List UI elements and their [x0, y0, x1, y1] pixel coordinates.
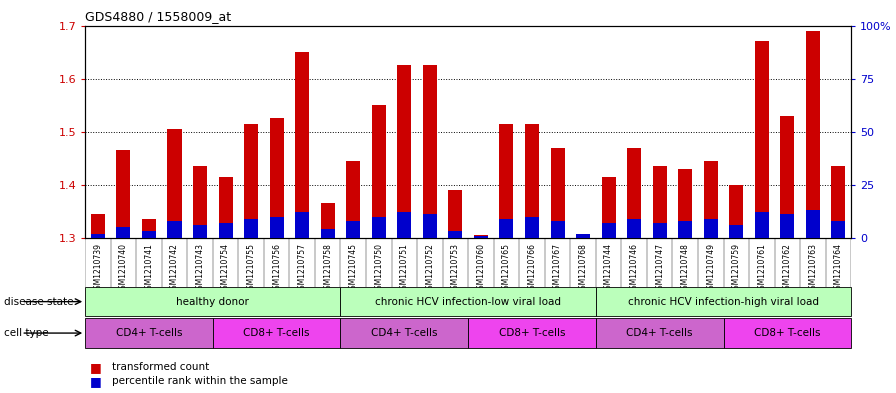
Text: CD4+ T-cells: CD4+ T-cells — [371, 328, 437, 338]
Bar — [346, 221, 360, 238]
Bar — [831, 166, 846, 238]
Bar — [627, 219, 642, 238]
Bar — [90, 233, 105, 238]
Bar — [754, 212, 769, 238]
Text: chronic HCV infection-low viral load: chronic HCV infection-low viral load — [375, 297, 561, 307]
Bar — [193, 166, 207, 238]
Text: CD4+ T-cells: CD4+ T-cells — [626, 328, 693, 338]
Bar — [703, 219, 718, 238]
Bar — [142, 231, 156, 238]
Bar — [525, 217, 539, 238]
Bar — [90, 214, 105, 238]
Bar — [703, 161, 718, 238]
Bar — [372, 105, 386, 238]
Bar — [576, 233, 590, 238]
Bar — [448, 231, 462, 238]
Bar — [499, 219, 513, 238]
Text: disease state: disease state — [4, 297, 74, 307]
Text: cell type: cell type — [4, 328, 49, 338]
Text: ■: ■ — [90, 375, 101, 388]
Text: CD8+ T-cells: CD8+ T-cells — [499, 328, 565, 338]
Bar — [724, 318, 851, 348]
Bar — [85, 287, 340, 316]
Bar — [270, 118, 284, 238]
Bar — [116, 227, 131, 238]
Bar — [448, 190, 462, 238]
Bar — [678, 221, 693, 238]
Text: healthy donor: healthy donor — [177, 297, 249, 307]
Bar — [116, 150, 131, 238]
Bar — [397, 65, 411, 238]
Bar — [474, 235, 488, 238]
Bar — [550, 221, 564, 238]
Bar — [270, 217, 284, 238]
Bar — [729, 225, 744, 238]
Text: CD8+ T-cells: CD8+ T-cells — [244, 328, 310, 338]
Bar — [596, 287, 851, 316]
Bar — [346, 161, 360, 238]
Bar — [213, 318, 340, 348]
Bar — [601, 177, 616, 238]
Bar — [780, 116, 795, 238]
Text: transformed count: transformed count — [112, 362, 210, 373]
Bar — [372, 217, 386, 238]
Bar — [244, 219, 258, 238]
Bar — [168, 129, 182, 238]
Bar — [295, 212, 309, 238]
Bar — [219, 223, 233, 238]
Bar — [806, 31, 820, 238]
Text: ■: ■ — [90, 361, 101, 374]
Bar — [652, 166, 667, 238]
Bar — [168, 221, 182, 238]
Bar — [806, 210, 820, 238]
Bar — [193, 225, 207, 238]
Bar — [525, 124, 539, 238]
Bar — [340, 287, 596, 316]
Bar — [397, 212, 411, 238]
Bar — [596, 318, 723, 348]
Text: chronic HCV infection-high viral load: chronic HCV infection-high viral load — [628, 297, 819, 307]
Text: CD8+ T-cells: CD8+ T-cells — [754, 328, 821, 338]
Bar — [627, 148, 642, 238]
Bar — [321, 229, 335, 238]
Bar — [321, 203, 335, 238]
Bar — [474, 236, 488, 238]
Bar — [219, 177, 233, 238]
Bar — [678, 169, 693, 238]
Bar — [831, 221, 846, 238]
Bar — [729, 185, 744, 238]
Bar — [469, 318, 596, 348]
Bar — [340, 318, 468, 348]
Bar — [85, 318, 213, 348]
Text: GDS4880 / 1558009_at: GDS4880 / 1558009_at — [85, 10, 231, 23]
Bar — [244, 124, 258, 238]
Bar — [295, 52, 309, 238]
Text: CD4+ T-cells: CD4+ T-cells — [116, 328, 182, 338]
Bar — [423, 65, 437, 238]
Bar — [423, 215, 437, 238]
Bar — [780, 215, 795, 238]
Bar — [601, 223, 616, 238]
Bar — [652, 223, 667, 238]
Bar — [550, 148, 564, 238]
Text: percentile rank within the sample: percentile rank within the sample — [112, 376, 288, 386]
Bar — [499, 124, 513, 238]
Bar — [142, 219, 156, 238]
Bar — [754, 42, 769, 238]
